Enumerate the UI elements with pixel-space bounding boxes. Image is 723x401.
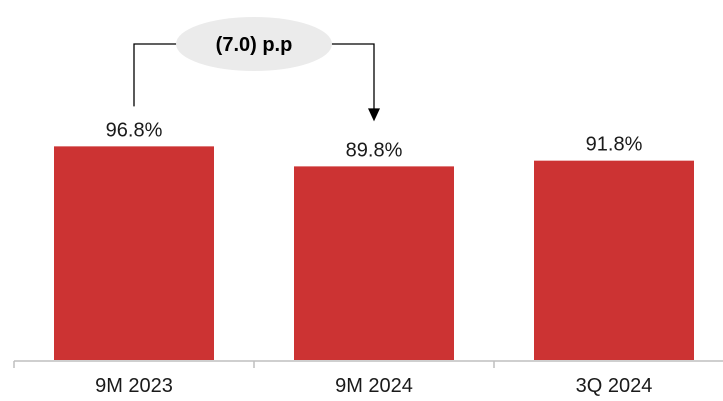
bar-3: [534, 160, 694, 360]
category-labels-group: 9M 2023 9M 2024 3Q 2024: [95, 375, 652, 397]
value-label-2: 89.8%: [346, 139, 403, 161]
bar-1: [54, 146, 214, 360]
category-label-1: 9M 2023: [95, 375, 173, 397]
category-label-2: 9M 2024: [335, 375, 413, 397]
change-annotation: (7.0) p.p: [133, 17, 380, 122]
value-label-1: 96.8%: [106, 119, 163, 141]
bar-2: [294, 166, 454, 360]
category-label-3: 3Q 2024: [576, 375, 653, 397]
x-axis: [13, 360, 723, 368]
annotation-text: (7.0) p.p: [216, 34, 293, 56]
annotation-arrowhead: [368, 108, 380, 122]
bars-group: [54, 146, 694, 360]
value-label-3: 91.8%: [586, 134, 643, 156]
value-labels-group: 96.8% 89.8% 91.8%: [106, 119, 643, 161]
annotation-bubble: [176, 17, 332, 71]
